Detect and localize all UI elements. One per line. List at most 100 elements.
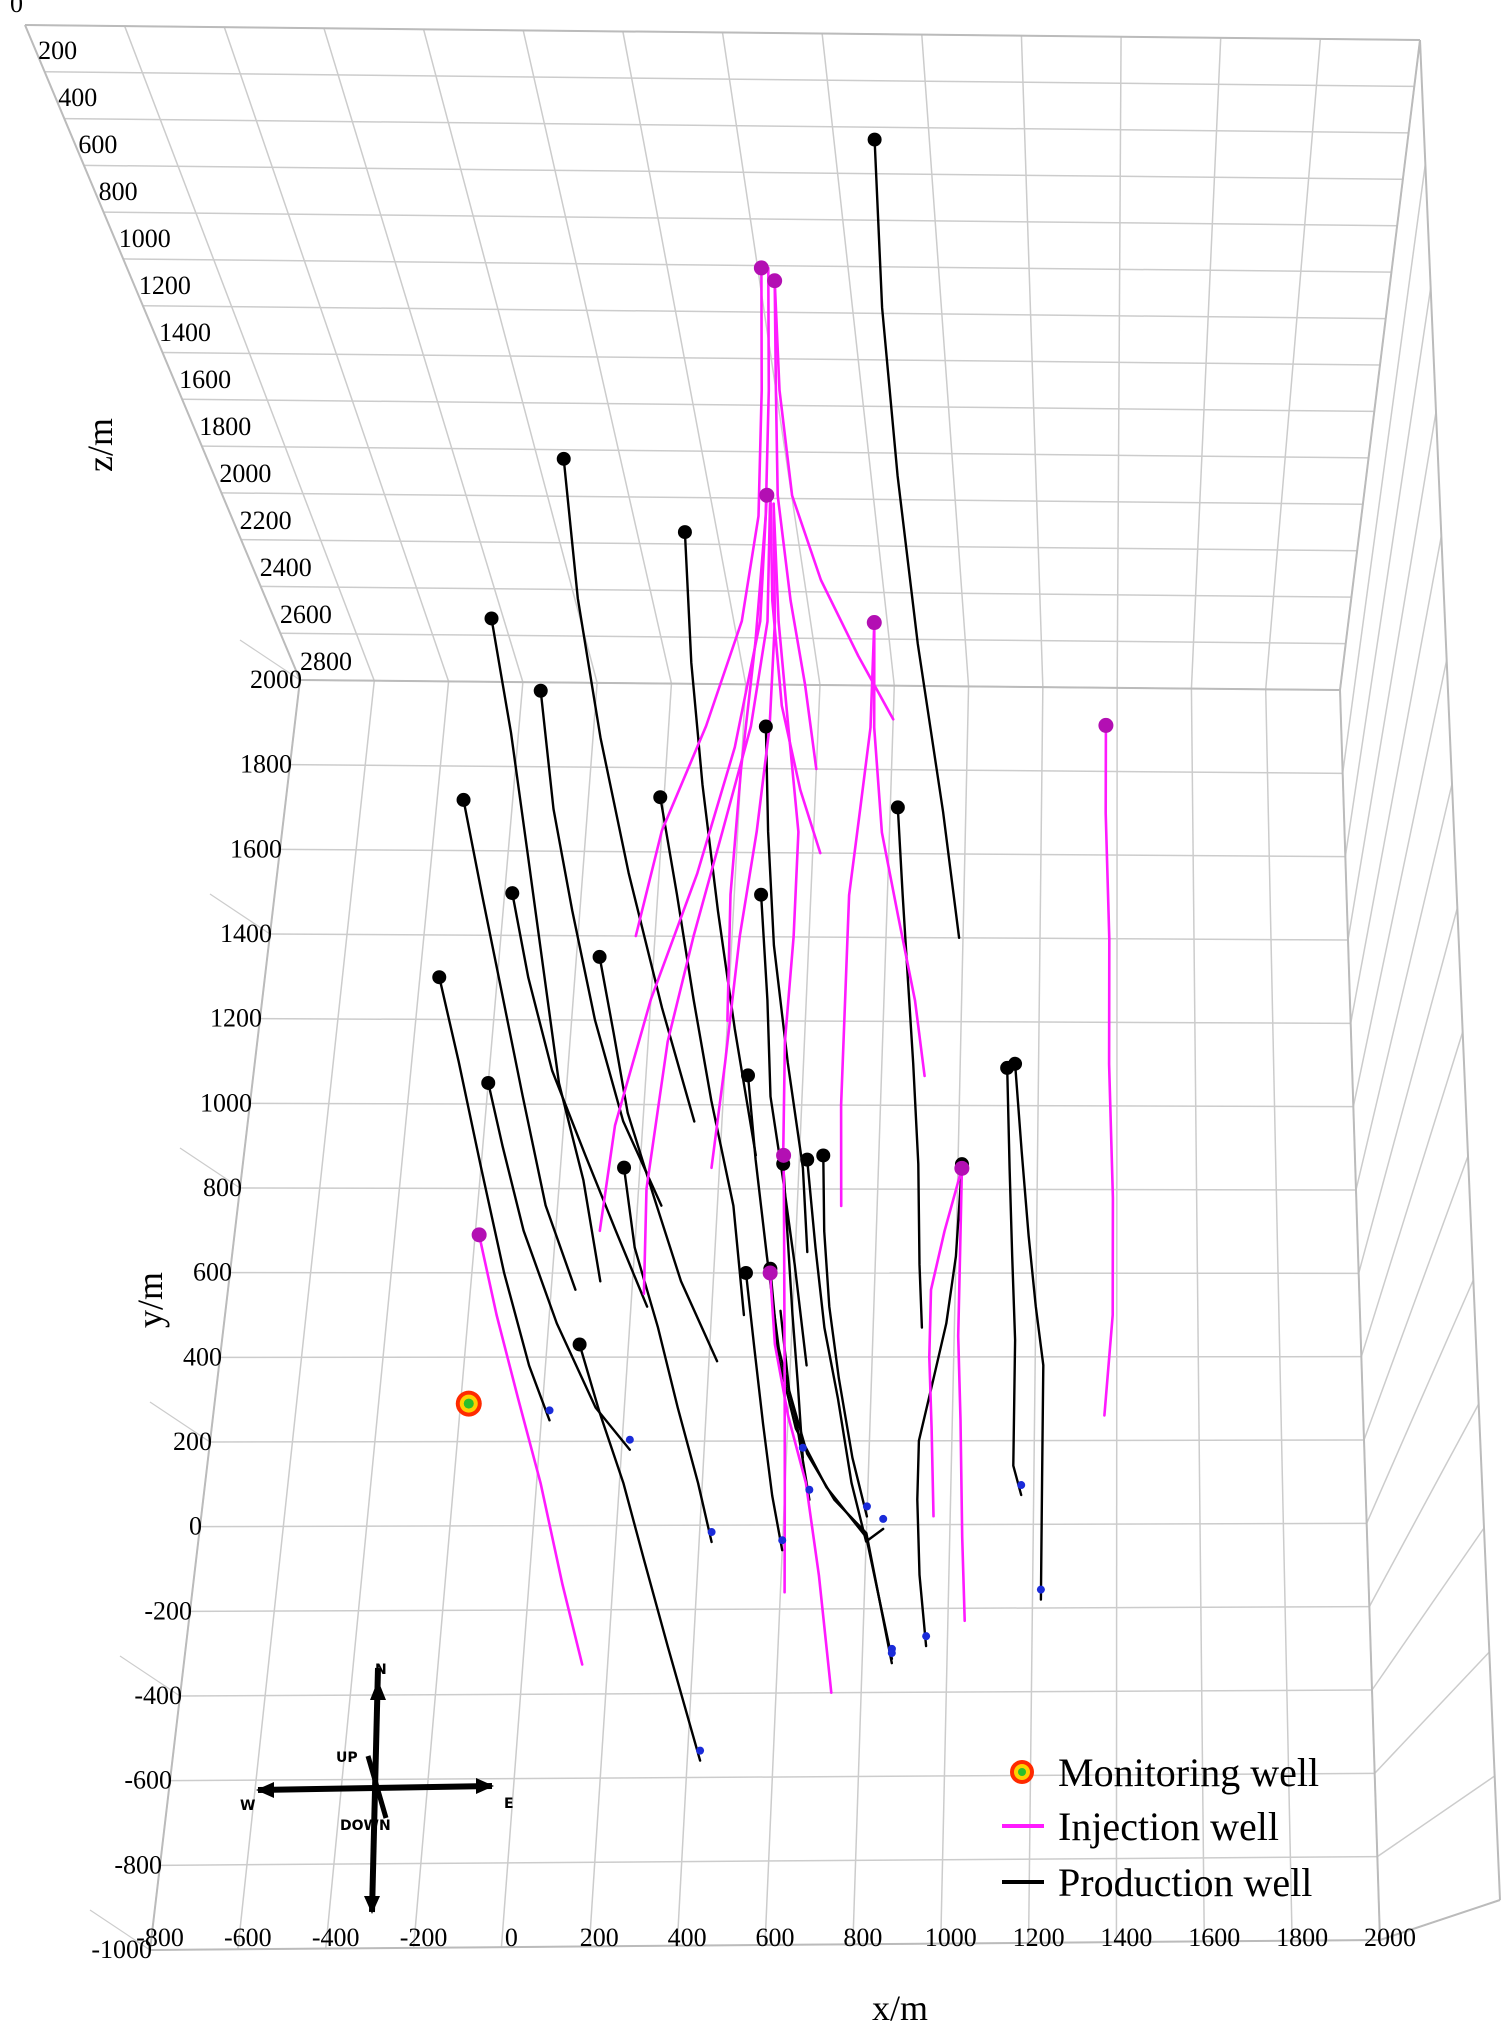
z-tick-label: 1400 bbox=[159, 318, 211, 347]
injection-well-trajectory bbox=[956, 1167, 966, 1623]
floor-grid-y-line bbox=[159, 1855, 1378, 1867]
well-end-marker bbox=[545, 1406, 554, 1415]
production-well-trajectory bbox=[744, 1271, 784, 1552]
production-well-head bbox=[653, 790, 668, 805]
wall-grid-z-line bbox=[44, 71, 1415, 88]
side-grid-line bbox=[1344, 287, 1432, 857]
side-grid-line bbox=[1352, 659, 1448, 1107]
floor-grid-y-line bbox=[199, 1522, 1367, 1528]
side-grid-line bbox=[1357, 907, 1459, 1274]
injection-well-trajectory bbox=[598, 493, 769, 1233]
z-tick-label: 1200 bbox=[139, 271, 191, 300]
production-well-head bbox=[890, 800, 905, 815]
side-grid-line bbox=[119, 1655, 181, 1697]
wall-grid-z-line bbox=[103, 211, 1398, 227]
wall-grid-z-line bbox=[64, 117, 1409, 134]
production-well-trajectory bbox=[578, 1343, 702, 1762]
legend-monitoring-marker-inner bbox=[1018, 1768, 1026, 1776]
production-well-head bbox=[816, 1148, 831, 1163]
z-tick-label: 2800 bbox=[300, 647, 352, 676]
legend-production-label: Production well bbox=[1058, 1860, 1312, 1905]
injection-well-trajectory bbox=[773, 279, 895, 721]
production-well-trajectory bbox=[782, 1162, 804, 1459]
production-well-head bbox=[738, 1265, 753, 1280]
compass-updown-line bbox=[365, 1755, 389, 1819]
production-well-head bbox=[677, 525, 692, 540]
floor-grid-y-line bbox=[219, 1355, 1362, 1359]
production-well-trajectory bbox=[779, 1309, 893, 1665]
production-well-head bbox=[505, 886, 520, 901]
floor-grid-y-line bbox=[229, 1271, 1359, 1275]
floor-grid-y-line bbox=[209, 1439, 1365, 1443]
well-series bbox=[438, 138, 1115, 1762]
x-tick-label: -800 bbox=[136, 1923, 184, 1952]
injection-well-trajectory bbox=[769, 494, 822, 855]
injection-well-trajectory bbox=[642, 502, 772, 1296]
injection-well-trajectory bbox=[772, 502, 800, 1170]
box-edge bbox=[1379, 1899, 1501, 1941]
y-tick-label: 1400 bbox=[220, 919, 272, 948]
production-well-trajectory bbox=[683, 530, 757, 1157]
y-tick-label: -400 bbox=[134, 1681, 182, 1710]
floor-grid-x-line bbox=[500, 682, 598, 1948]
legend-injection-label: Injection well bbox=[1058, 1804, 1279, 1849]
production-well-trajectory bbox=[1006, 1066, 1023, 1497]
compass-north-label: N bbox=[375, 1662, 387, 1678]
injection-well-trajectory bbox=[768, 1271, 833, 1694]
x-tick-label: 200 bbox=[580, 1923, 619, 1952]
injection-well-head bbox=[767, 273, 783, 289]
floor-grid-y-line bbox=[259, 1017, 1351, 1025]
y-tick-label: 2000 bbox=[250, 665, 302, 694]
production-well-trajectory bbox=[764, 725, 809, 1254]
well-end-marker bbox=[778, 1536, 787, 1545]
x-tick-label: 0 bbox=[505, 1923, 518, 1952]
y-tick-label: 1200 bbox=[210, 1004, 262, 1033]
wall-grid-z-line bbox=[162, 351, 1381, 366]
floor-grid-x-line bbox=[1190, 688, 1206, 1942]
z-tick-label: 200 bbox=[38, 36, 77, 65]
wall-grid-z-line bbox=[280, 632, 1346, 645]
compass-south-arrow bbox=[364, 1896, 380, 1914]
x-tick-label: 1200 bbox=[1013, 1923, 1065, 1952]
production-well-head bbox=[533, 683, 548, 698]
production-well-head bbox=[456, 792, 471, 807]
x-tick-label: 1400 bbox=[1100, 1923, 1152, 1952]
compass-down-label: DOWN bbox=[340, 1818, 391, 1834]
production-well-head bbox=[867, 132, 882, 147]
y-tick-label: -800 bbox=[114, 1850, 162, 1879]
box-edge bbox=[299, 679, 1341, 691]
compass-up-label: UP bbox=[336, 1750, 358, 1766]
injection-well-head bbox=[471, 1227, 487, 1243]
y-tick-label: 800 bbox=[203, 1173, 242, 1202]
z-tick-label: 600 bbox=[78, 130, 117, 159]
production-well-trajectory bbox=[916, 1163, 964, 1648]
side-grid-line bbox=[1341, 163, 1427, 774]
production-well-head bbox=[484, 611, 499, 626]
legend: Monitoring well Injection well Productio… bbox=[1002, 1750, 1319, 1905]
y-tick-label: -600 bbox=[124, 1766, 172, 1795]
well-end-marker bbox=[798, 1443, 807, 1452]
y-tick-label: 600 bbox=[193, 1258, 232, 1287]
side-grid-line bbox=[1347, 411, 1437, 941]
y-axis-title: y/m bbox=[130, 1272, 170, 1328]
production-well-trajectory bbox=[1013, 1062, 1045, 1601]
production-well-head bbox=[572, 1337, 587, 1352]
legend-monitoring-label: Monitoring well bbox=[1058, 1750, 1319, 1795]
production-well-head bbox=[592, 949, 607, 964]
production-well-head bbox=[481, 1075, 496, 1090]
y-tick-label: 200 bbox=[173, 1427, 212, 1456]
wall-grid-z-line bbox=[182, 398, 1375, 413]
side-grid-line bbox=[1371, 1527, 1485, 1691]
floor-grid-x-line bbox=[588, 683, 673, 1947]
side-grid-line bbox=[89, 1909, 151, 1951]
x-tick-label: 2000 bbox=[1364, 1923, 1416, 1952]
wall-grid-z-line bbox=[241, 538, 1358, 552]
z-tick-label: 2000 bbox=[219, 459, 271, 488]
production-well-trajectory bbox=[539, 689, 663, 1207]
side-grid-line bbox=[1355, 783, 1453, 1191]
floor-grid-x-line bbox=[676, 684, 747, 1946]
compass-north-arrow bbox=[370, 1680, 386, 1700]
z-tick-label: 1000 bbox=[119, 224, 171, 253]
compass: N E W UP DOWN bbox=[240, 1662, 514, 1914]
production-well-head bbox=[556, 451, 571, 466]
